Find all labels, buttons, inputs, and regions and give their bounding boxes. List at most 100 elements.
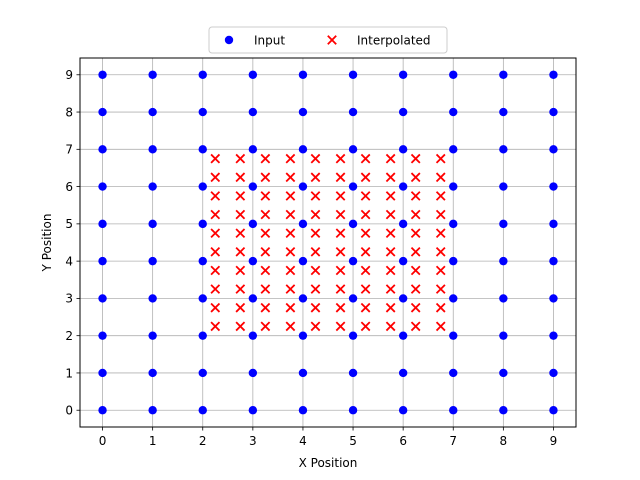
input-point <box>198 256 207 266</box>
interpolated-point <box>410 284 421 294</box>
x-marker-stroke <box>260 265 271 276</box>
input-point <box>499 331 508 340</box>
interpolated-point <box>410 321 421 332</box>
input-point <box>549 368 558 378</box>
input-point <box>348 70 358 79</box>
input-point <box>398 182 408 191</box>
input-point <box>348 368 358 378</box>
interpolated-point <box>410 302 421 313</box>
x-marker-stroke <box>435 191 446 201</box>
input-point <box>148 107 157 117</box>
input-point <box>98 219 107 229</box>
x-tick-label: 2 <box>199 434 207 448</box>
x-marker-stroke <box>410 228 421 239</box>
interpolated-point <box>210 321 221 332</box>
x-marker-stroke <box>385 209 396 220</box>
input-point <box>248 182 258 191</box>
input-point <box>549 219 558 229</box>
interpolated-point <box>360 302 371 313</box>
interpolated-point <box>385 191 396 201</box>
y-tick-label: 4 <box>65 254 73 268</box>
x-tick-label: 7 <box>449 434 457 448</box>
interpolated-point <box>435 246 446 257</box>
x-marker-stroke <box>260 246 271 257</box>
interpolated-point <box>435 265 446 276</box>
x-marker-stroke <box>310 284 321 294</box>
x-marker-stroke <box>435 302 446 313</box>
input-point <box>148 406 157 415</box>
input-point <box>398 256 408 266</box>
x-marker-stroke <box>235 209 246 220</box>
input-point <box>499 256 508 266</box>
input-point <box>398 145 408 154</box>
interpolated-point <box>210 172 221 183</box>
interpolated-point <box>260 172 271 183</box>
input-point <box>148 368 157 378</box>
interpolated-point <box>435 209 446 220</box>
input-point <box>449 256 458 266</box>
input-point <box>549 107 558 117</box>
interpolated-point <box>360 265 371 276</box>
input-point <box>248 331 258 340</box>
interpolated-point <box>335 284 346 294</box>
y-tick-label: 5 <box>65 217 73 231</box>
x-marker-stroke <box>335 191 346 201</box>
interpolated-point <box>385 246 396 257</box>
input-point <box>398 107 408 117</box>
interpolated-point <box>435 172 446 183</box>
y-tick-label: 6 <box>65 180 73 194</box>
interpolated-point <box>410 153 421 164</box>
input-point <box>148 182 157 191</box>
input-point <box>98 368 107 378</box>
input-point <box>298 256 308 266</box>
input-point <box>98 256 107 266</box>
input-point <box>198 368 207 378</box>
input-point <box>98 294 107 303</box>
interpolated-point <box>310 246 321 257</box>
input-point <box>298 70 308 79</box>
input-point <box>449 294 458 303</box>
x-marker-stroke <box>235 191 246 201</box>
x-marker-stroke <box>210 228 221 239</box>
interpolated-point <box>235 246 246 257</box>
x-marker-stroke <box>435 153 446 164</box>
x-marker-stroke <box>235 172 246 183</box>
x-marker-stroke <box>327 35 337 45</box>
input-point <box>449 331 458 340</box>
x-marker-stroke <box>435 209 446 220</box>
input-point <box>398 70 408 79</box>
x-marker-stroke <box>260 191 271 201</box>
x-marker-stroke <box>435 246 446 257</box>
interpolated-point <box>360 153 371 164</box>
x-marker-stroke <box>210 265 221 276</box>
interpolated-point <box>435 302 446 313</box>
x-marker-stroke <box>235 246 246 257</box>
interpolated-point <box>435 191 446 201</box>
x-marker-stroke <box>310 302 321 313</box>
input-point <box>398 294 408 303</box>
interpolated-point <box>310 284 321 294</box>
x-marker-stroke <box>310 321 321 332</box>
x-marker-stroke <box>210 191 221 201</box>
input-point <box>499 182 508 191</box>
input-point <box>298 182 308 191</box>
input-point <box>298 331 308 340</box>
input-point <box>449 145 458 154</box>
interpolated-point <box>310 153 321 164</box>
x-marker-stroke <box>285 191 296 201</box>
x-marker-stroke <box>335 153 346 164</box>
x-marker-stroke <box>360 172 371 183</box>
interpolated-point <box>235 302 246 313</box>
input-point <box>499 145 508 154</box>
legend-item-interpolated: Interpolated <box>327 33 431 47</box>
grid-lines <box>80 58 576 427</box>
x-marker-stroke <box>360 228 371 239</box>
x-marker-stroke <box>310 153 321 164</box>
input-point <box>348 331 358 340</box>
x-marker-stroke <box>435 228 446 239</box>
interpolated-point <box>360 321 371 332</box>
x-marker-stroke <box>360 265 371 276</box>
x-marker-stroke <box>310 209 321 220</box>
x-marker-stroke <box>335 172 346 183</box>
interpolated-point <box>260 209 271 220</box>
